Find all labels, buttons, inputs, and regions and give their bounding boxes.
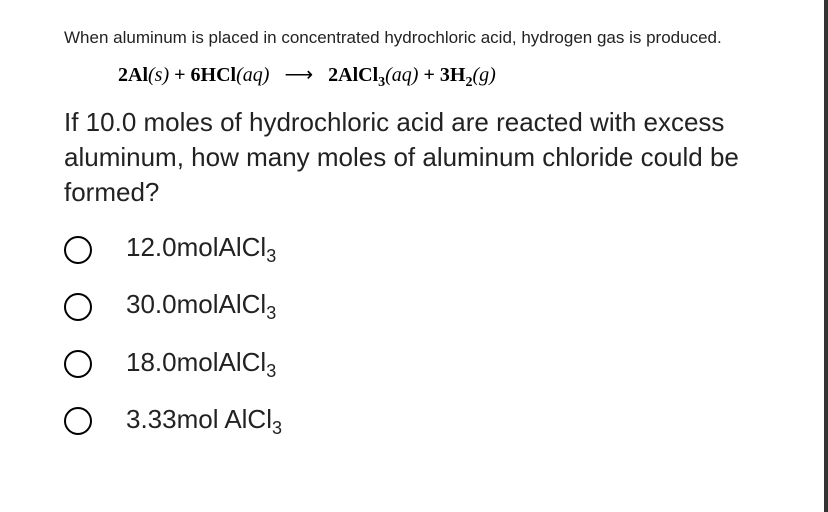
opt-a-formula: AlCl — [219, 232, 267, 262]
opt-a-val: 12.0 — [126, 232, 177, 262]
plus2: + — [423, 64, 434, 86]
option-a[interactable]: 12.0molAlCl3 — [64, 232, 776, 267]
options-group: 12.0molAlCl3 30.0molAlCl3 18.0molAlCl3 3… — [64, 232, 776, 439]
p2-coef: 3 — [440, 64, 450, 86]
intro-text: When aluminum is placed in concentrated … — [64, 28, 776, 48]
opt-b-formula: AlCl — [219, 289, 267, 319]
r1-state-close: ) — [162, 64, 169, 86]
chemical-equation: 2Al(s) + 6HCl(aq) ⟶ 2AlCl3(aq) + 3H2(g) — [118, 62, 776, 91]
opt-d-sub: 3 — [272, 418, 282, 438]
p1-el: AlCl — [338, 64, 378, 86]
r2-state: aq — [243, 64, 263, 86]
opt-a-sub: 3 — [266, 246, 276, 266]
opt-c-unit: mol — [177, 347, 219, 377]
question-container: When aluminum is placed in concentrated … — [0, 0, 828, 512]
r2-coef: 6 — [191, 64, 201, 86]
option-c[interactable]: 18.0molAlCl3 — [64, 347, 776, 382]
r2-state-open: ( — [236, 64, 243, 86]
radio-a[interactable] — [64, 236, 92, 264]
p1-state-open: ( — [385, 64, 392, 86]
radio-d[interactable] — [64, 407, 92, 435]
option-b-text: 30.0molAlCl3 — [126, 289, 276, 324]
p2-el: H — [450, 64, 466, 86]
r1-el: Al — [128, 64, 148, 86]
opt-d-val: 3.33 — [126, 404, 177, 434]
option-d-text: 3.33mol AlCl3 — [126, 404, 282, 439]
p1-state-close: ) — [412, 64, 419, 86]
opt-d-formula: AlCl — [224, 404, 272, 434]
option-a-text: 12.0molAlCl3 — [126, 232, 276, 267]
p2-state-close: ) — [489, 64, 496, 86]
question-text: If 10.0 moles of hydrochloric acid are r… — [64, 105, 776, 210]
r2-state-close: ) — [263, 64, 270, 86]
opt-c-sub: 3 — [266, 361, 276, 381]
opt-c-formula: AlCl — [219, 347, 267, 377]
option-b[interactable]: 30.0molAlCl3 — [64, 289, 776, 324]
opt-c-val: 18.0 — [126, 347, 177, 377]
p1-state: aq — [392, 64, 412, 86]
radio-b[interactable] — [64, 293, 92, 321]
p2-state: g — [479, 64, 489, 86]
r1-coef: 2 — [118, 64, 128, 86]
r1-state-open: ( — [148, 64, 155, 86]
opt-d-unit: mol — [177, 404, 219, 434]
opt-a-unit: mol — [177, 232, 219, 262]
r2-el: HCl — [201, 64, 237, 86]
opt-b-val: 30.0 — [126, 289, 177, 319]
opt-b-unit: mol — [177, 289, 219, 319]
option-c-text: 18.0molAlCl3 — [126, 347, 276, 382]
plus1: + — [174, 64, 185, 86]
radio-c[interactable] — [64, 350, 92, 378]
p1-coef: 2 — [328, 64, 338, 86]
option-d[interactable]: 3.33mol AlCl3 — [64, 404, 776, 439]
opt-b-sub: 3 — [266, 304, 276, 324]
arrow: ⟶ — [284, 64, 313, 86]
